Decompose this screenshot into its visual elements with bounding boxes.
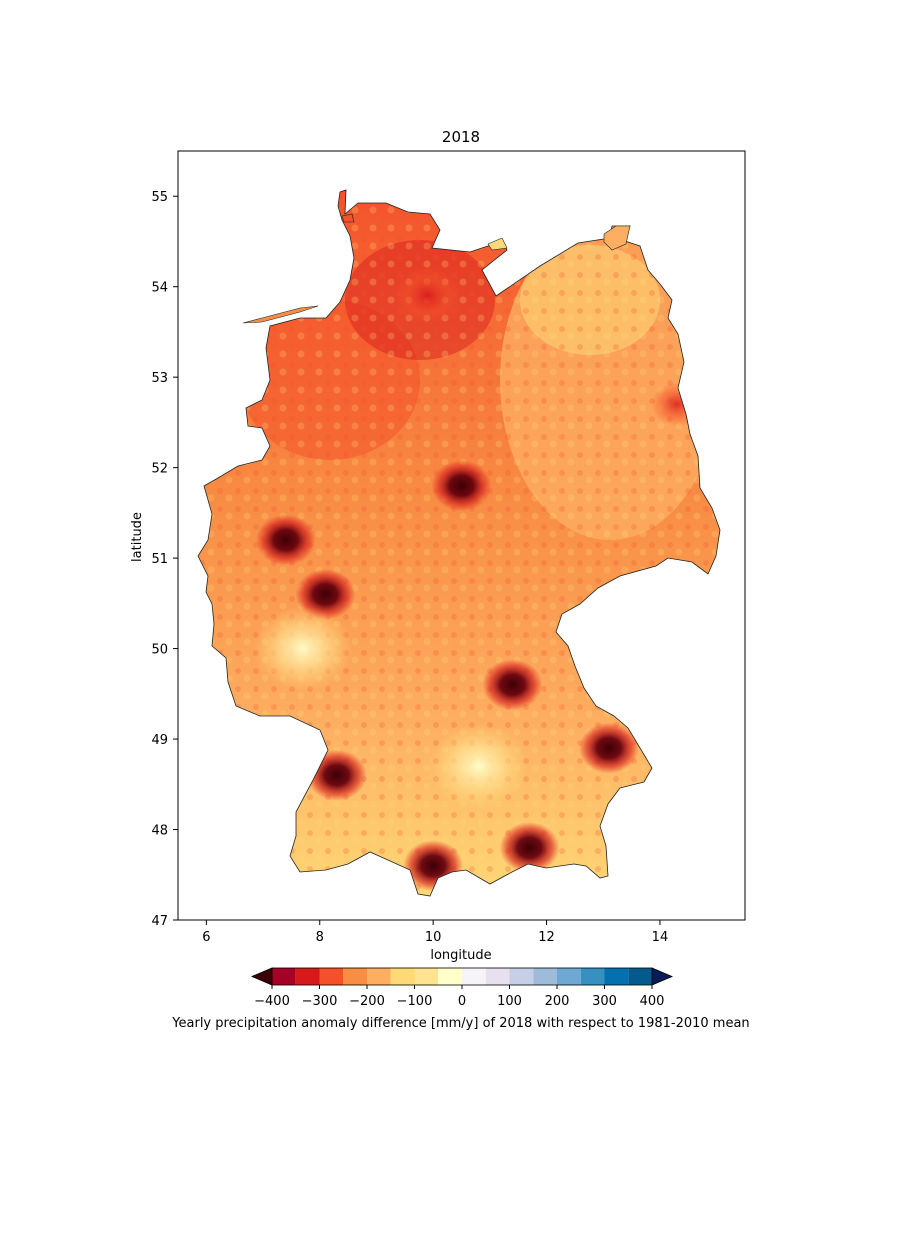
x-tick-label: 10 <box>425 930 442 945</box>
colorbar-segment <box>462 968 486 985</box>
colorbar-segment <box>319 968 344 985</box>
colorbar-tick-label: 300 <box>592 994 617 1009</box>
colorbar-segment <box>509 968 534 985</box>
x-tick-label: 14 <box>652 930 669 945</box>
hotspot-layer <box>252 266 703 892</box>
x-axis-label: longitude <box>430 948 491 963</box>
colorbar-segment <box>557 968 581 985</box>
colorbar-segment <box>272 968 296 985</box>
colorbar-tick-label: −300 <box>302 994 338 1009</box>
hotspot <box>255 514 316 566</box>
north-islands <box>341 213 355 223</box>
colorbar-extend-min <box>250 967 273 986</box>
y-axis-ticks: 47 48 49 50 51 52 53 54 55 <box>151 190 178 929</box>
colorbar-segment <box>343 968 367 985</box>
hotspot <box>252 606 353 692</box>
colorbar-label: Yearly precipitation anomaly difference … <box>171 1016 749 1031</box>
colorbar-tick-label: 0 <box>458 994 466 1009</box>
hotspot <box>482 659 543 711</box>
fehmarn-island <box>487 237 508 251</box>
colorbar-segment <box>485 968 510 985</box>
y-tick-label: 50 <box>151 643 168 658</box>
colorbar-tick-label: 400 <box>640 994 665 1009</box>
colorbar: −400 −300 −200 −100 0 100 200 300 400 <box>250 967 674 1009</box>
colorbar-segment <box>367 968 391 985</box>
colorbar-extend-max <box>651 967 674 986</box>
y-tick-label: 49 <box>151 733 168 748</box>
ruegen-island <box>603 225 631 251</box>
hotspot <box>393 266 462 325</box>
x-axis-ticks: 6 8 10 12 14 <box>202 920 668 945</box>
y-tick-label: 48 <box>151 824 168 839</box>
chart-title: 2018 <box>442 128 480 146</box>
colorbar-tick-label: 100 <box>497 994 522 1009</box>
colorbar-tick-label: −400 <box>254 994 290 1009</box>
colorbar-tick-label: −200 <box>349 994 385 1009</box>
colorbar-segment <box>604 968 629 985</box>
x-tick-label: 12 <box>538 930 555 945</box>
hotspot <box>578 722 639 774</box>
y-tick-label: 54 <box>151 281 168 296</box>
frisian-islands <box>242 305 319 324</box>
y-tick-label: 51 <box>151 552 168 567</box>
colorbar-segment <box>438 968 462 985</box>
x-tick-label: 8 <box>316 930 324 945</box>
colorbar-tick-label: 200 <box>545 994 570 1009</box>
colorbar-segment <box>580 968 605 985</box>
colorbar-segment <box>628 968 652 985</box>
colorbar-segment <box>295 968 320 985</box>
y-tick-label: 55 <box>151 190 168 205</box>
plot-frame <box>177 150 746 921</box>
y-axis-label: latitude <box>130 512 145 562</box>
hotspot <box>431 460 492 512</box>
x-tick-label: 6 <box>202 930 210 945</box>
colorbar-segment <box>414 968 439 985</box>
colorbar-tick-label: −100 <box>397 994 433 1009</box>
hotspot <box>499 822 560 874</box>
colorbar-segment <box>533 968 557 985</box>
colorbar-segment <box>390 968 415 985</box>
y-tick-label: 47 <box>151 914 168 929</box>
y-tick-label: 52 <box>151 462 168 477</box>
y-tick-label: 53 <box>151 371 168 386</box>
hotspot <box>428 723 529 809</box>
